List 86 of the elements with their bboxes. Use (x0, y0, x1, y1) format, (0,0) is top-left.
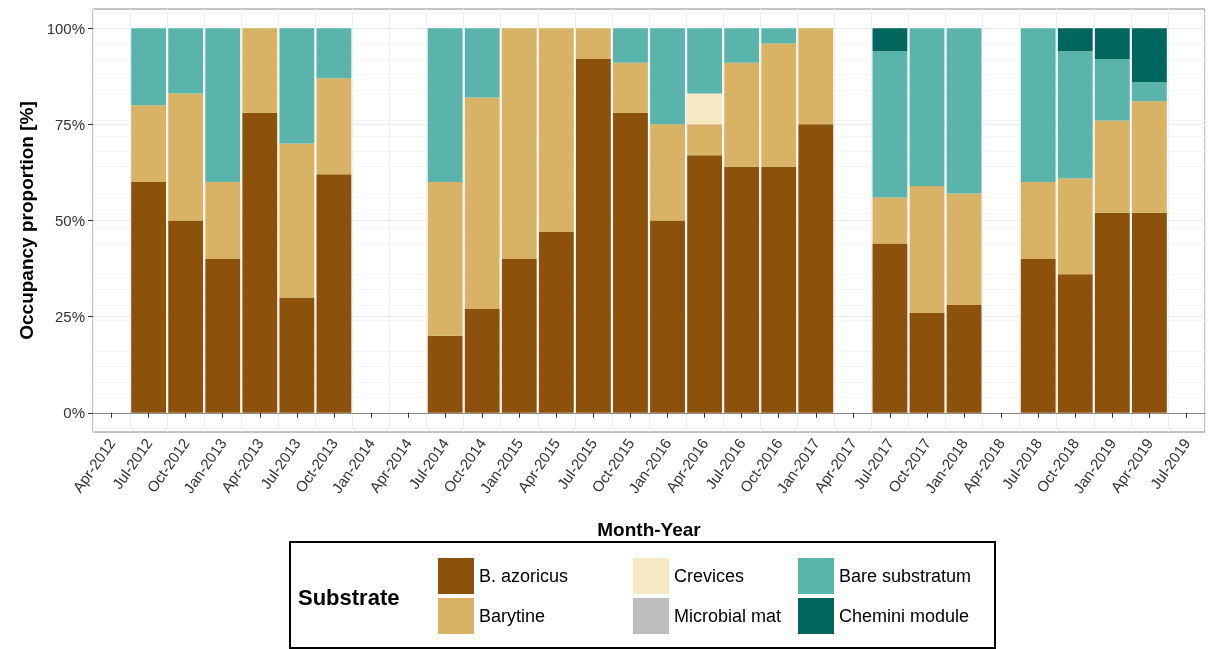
bar (687, 155, 723, 413)
x-axis-title: Month-Year (597, 519, 702, 540)
bar (798, 124, 834, 413)
bar (724, 166, 760, 413)
bar (650, 220, 685, 413)
bar (501, 28, 537, 259)
bar (538, 232, 574, 413)
bar (761, 43, 797, 167)
bar (650, 28, 685, 125)
bar (538, 28, 574, 233)
bar (909, 312, 945, 413)
bar (613, 28, 648, 63)
bar (1094, 58, 1130, 121)
bar (761, 28, 797, 44)
bar (798, 28, 834, 125)
bar (1057, 51, 1093, 179)
bar (687, 124, 723, 156)
bar (1094, 120, 1130, 213)
bar (205, 258, 241, 413)
bar (1131, 101, 1167, 213)
legend-label: Bare substratum (839, 566, 972, 586)
bar (1020, 182, 1056, 259)
bar (909, 185, 945, 313)
bar (650, 124, 685, 221)
bar (946, 305, 982, 413)
bar (1094, 212, 1130, 413)
legend-label: Crevices (674, 566, 745, 586)
bar (724, 62, 760, 167)
bar (131, 28, 167, 106)
bar (279, 143, 315, 298)
bar (464, 308, 500, 413)
bar (501, 258, 537, 413)
bar (316, 78, 352, 175)
bar (872, 197, 908, 244)
bar (131, 182, 167, 413)
bar (427, 335, 463, 413)
bar (1131, 28, 1167, 83)
bar (316, 28, 352, 79)
bar (1131, 212, 1167, 413)
bar (242, 112, 278, 413)
bar (1057, 178, 1093, 275)
y-tick-label: 25% (54, 308, 85, 326)
bar (131, 105, 167, 183)
bar (205, 182, 241, 259)
bar (1057, 28, 1093, 52)
bar (946, 28, 982, 194)
bar (1131, 82, 1167, 102)
bar (464, 28, 500, 98)
y-tick-label: 100% (46, 19, 85, 37)
bar (946, 193, 982, 306)
y-axis-title: Occupancy proportion [%] (15, 101, 37, 340)
bar (168, 220, 204, 413)
legend-label: B. azoricus (479, 566, 569, 586)
bar (613, 112, 648, 413)
legend-label: Microbial mat (674, 606, 782, 626)
legend-label: Barytine (479, 606, 546, 626)
bar (279, 28, 315, 144)
bar (872, 243, 908, 413)
y-tick-label: 75% (54, 115, 85, 133)
bar (427, 182, 463, 336)
bar (724, 28, 760, 63)
bar (1057, 274, 1093, 413)
bar (168, 93, 204, 221)
bar (316, 174, 352, 413)
bar (1094, 28, 1130, 59)
bar (205, 28, 241, 183)
y-tick-label: 0% (63, 404, 85, 422)
bar (872, 51, 908, 198)
bar (168, 28, 204, 94)
bar (464, 97, 500, 309)
bar (687, 93, 723, 125)
bar (427, 28, 463, 183)
bar (1020, 28, 1056, 183)
y-tick-label: 50% (54, 212, 85, 229)
bar (279, 297, 315, 413)
bar (687, 28, 723, 94)
bar (242, 28, 278, 113)
bar (872, 28, 908, 52)
bar (613, 62, 648, 113)
bar (761, 166, 797, 413)
bar (575, 28, 611, 59)
bar (1020, 258, 1056, 413)
legend-title: Substrate (298, 584, 400, 610)
legend-label: Chemini module (839, 606, 970, 626)
bar (575, 58, 611, 413)
bar (909, 28, 945, 186)
